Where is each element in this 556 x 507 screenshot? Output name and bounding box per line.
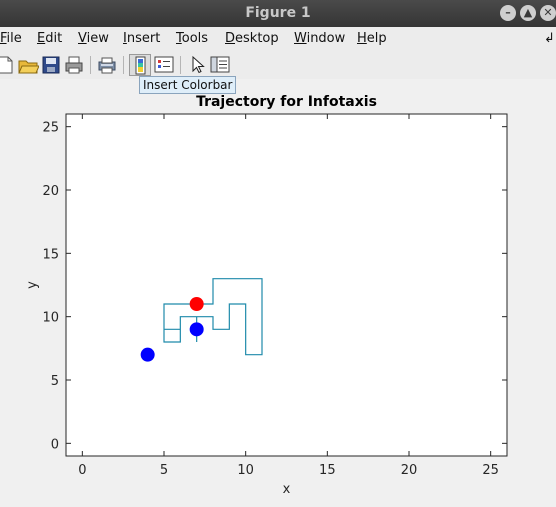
trajectory-line — [163, 278, 263, 356]
x-tick-label: 25 — [482, 463, 499, 478]
menu-help[interactable]: Help — [357, 31, 387, 46]
plot-svg: 0 5 10 15 20 25 0 5 10 15 20 25 Trajectory for Info… — [25, 94, 508, 497]
insert-legend-icon[interactable] — [153, 54, 175, 76]
y-tick-label: 20 — [42, 184, 59, 199]
trajectory-marker — [189, 297, 204, 311]
menu-desktop-key: D — [225, 31, 236, 46]
close-button[interactable]: ✕ — [540, 5, 556, 21]
series-layer — [163, 278, 263, 356]
x-tick-label: 10 — [237, 463, 254, 478]
menu-file[interactable]: File — [0, 31, 22, 46]
x-tick-label: 0 — [78, 463, 86, 478]
menu-file-label: ile — [6, 31, 22, 46]
x-tick-label: 5 — [160, 463, 168, 478]
axes-box — [65, 113, 508, 457]
print-icon[interactable] — [63, 54, 85, 76]
menu-window-key: W — [294, 31, 307, 46]
toolbar-separator — [123, 56, 124, 74]
toolbar — [0, 51, 556, 79]
menu-edit-key: E — [37, 31, 46, 46]
y-tick-label: 0 — [51, 437, 59, 452]
figure-canvas: 0 5 10 15 20 25 0 5 10 15 20 25 Trajectory for Info… — [0, 79, 556, 503]
menu-edit-label: dit — [45, 31, 63, 46]
menu-tools-key: T — [176, 31, 182, 46]
menu-desktop[interactable]: Desktop — [225, 31, 279, 46]
x-tick-label: 15 — [319, 463, 336, 478]
new-figure-icon[interactable] — [0, 54, 16, 76]
y-axis-label: y — [25, 281, 40, 289]
save-icon[interactable] — [40, 54, 62, 76]
menu-view[interactable]: View — [78, 31, 109, 46]
menu-view-key: V — [78, 31, 87, 46]
trajectory-marker — [189, 322, 204, 337]
insert-colorbar-icon[interactable] — [129, 54, 151, 76]
menu-bar: File Edit View Insert Tools Desktop Wind… — [0, 27, 556, 52]
menu-desktop-label: esktop — [235, 31, 279, 46]
menu-insert[interactable]: Insert — [123, 31, 160, 46]
menu-file-key: F — [0, 31, 7, 46]
menu-insert-label: nsert — [126, 31, 161, 46]
print-preview-icon[interactable] — [96, 54, 118, 76]
axis-ticks: 0 5 10 15 20 25 0 5 10 15 20 25 — [42, 114, 507, 478]
open-file-icon[interactable] — [17, 54, 40, 76]
x-axis-label: x — [283, 482, 291, 497]
toolbar-separator — [90, 56, 91, 74]
window-title: Figure 1 — [245, 5, 311, 21]
window-titlebar: Figure 1 – ▲ ✕ — [0, 0, 556, 27]
trajectory-marker — [140, 347, 155, 362]
y-tick-label: 5 — [51, 374, 59, 389]
menu-tools[interactable]: Tools — [176, 31, 208, 46]
toolbar-separator — [180, 56, 181, 74]
y-tick-label: 15 — [42, 247, 59, 262]
menu-window[interactable]: Window — [294, 31, 345, 46]
menu-help-label: elp — [366, 31, 387, 46]
minimize-button[interactable]: – — [500, 5, 516, 21]
menu-edit[interactable]: Edit — [37, 31, 62, 46]
menu-window-label: indow — [306, 31, 346, 46]
menu-insert-key: I — [123, 31, 127, 46]
marker-layer — [140, 297, 204, 362]
menu-view-label: iew — [86, 31, 109, 46]
y-tick-label: 10 — [42, 311, 59, 326]
maximize-button[interactable]: ▲ — [520, 5, 536, 21]
menu-help-key: H — [357, 31, 367, 46]
menu-overflow-icon[interactable]: ↲ — [544, 31, 555, 46]
toolbar-tooltip: Insert Colorbar — [139, 76, 237, 94]
x-tick-label: 20 — [401, 463, 418, 478]
edit-pointer-icon[interactable] — [186, 54, 208, 76]
chart-title: Trajectory for Infotaxis — [196, 94, 377, 110]
property-inspector-icon[interactable] — [209, 54, 231, 76]
menu-tools-label: ools — [181, 31, 209, 46]
y-tick-label: 25 — [42, 121, 59, 136]
